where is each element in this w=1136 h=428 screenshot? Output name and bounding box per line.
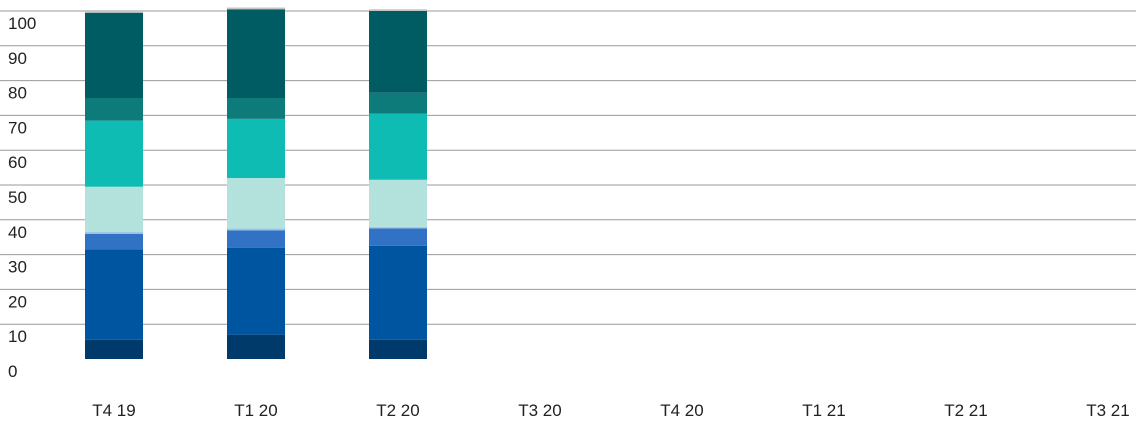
y-tick-label: 20 [8,292,27,311]
bar-segment [227,7,285,10]
y-tick-label: 30 [8,258,27,277]
bar-segment [85,339,143,359]
bar-segment [85,12,143,99]
bar-segments [85,7,427,359]
y-tick-label: 60 [8,153,27,172]
bar-segment [369,245,427,340]
x-axis-category-labels: T4 19 T1 20 T2 20 T3 20 T4 20 T1 21 T2 21 T3 21 [92,401,1129,420]
x-category-label: T3 20 [518,401,561,420]
bar-segment [227,98,285,119]
y-tick-label: 100 [8,14,36,33]
y-tick-label: 0 [8,362,17,381]
x-category-label: T1 20 [234,401,277,420]
x-category-label: T3 21 [1086,401,1129,420]
y-tick-label: 70 [8,118,27,137]
y-tick-label: 50 [8,188,27,207]
bar-segment [85,11,143,13]
bar-segment [227,230,285,248]
bar-segment [85,231,143,234]
bar-segment [369,9,427,11]
x-category-label: T2 20 [376,401,419,420]
x-category-label: T2 21 [944,401,987,420]
bar-segment [227,9,285,98]
bar-segment [369,339,427,359]
y-tick-label: 80 [8,84,27,103]
bar-segment [227,178,285,229]
y-tick-label: 40 [8,223,27,242]
bar-segment [85,249,143,340]
bar-segment [85,233,143,250]
x-category-label: T1 21 [802,401,845,420]
x-category-label: T4 19 [92,401,135,420]
bar-segment [227,118,285,179]
bar-segment [369,228,427,246]
bar-segment [227,228,285,231]
y-tick-label: 10 [8,327,27,346]
x-category-label: T4 20 [660,401,703,420]
bar-segment [369,226,427,229]
bar-segment [369,179,427,227]
bar-segment [85,120,143,187]
bar-segment [85,186,143,232]
bar-segment [369,11,427,93]
bar-segment [85,98,143,121]
bar-segment [369,92,427,114]
y-tick-label: 90 [8,49,27,68]
bar-segment [227,334,285,359]
y-axis-tick-labels: 0 10 20 30 40 50 60 70 80 90 100 [8,14,36,381]
bar-segment [227,247,285,335]
gridlines [0,10,1136,325]
bar-segment [369,113,427,180]
